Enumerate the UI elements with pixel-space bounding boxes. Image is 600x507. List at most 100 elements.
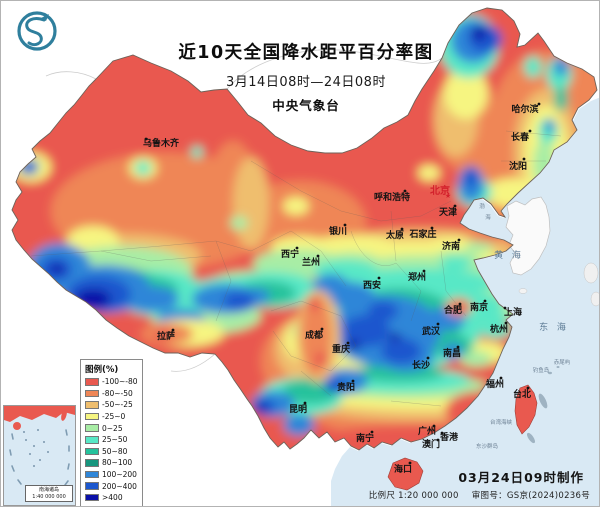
city-哈尔滨: 哈尔滨 — [511, 102, 541, 115]
sea-label: 黄 海 — [494, 249, 524, 261]
city-label: 杭州 — [490, 323, 508, 335]
city-dot — [499, 376, 503, 380]
footer: 03月24日09时制作 比例尺 1:20 000 000 审图号：GS京(202… — [359, 467, 590, 501]
legend-item: >400 — [85, 492, 140, 504]
legend-box: 图例(%) -100~-80 -80~-50 -50~-25 -25~0 0~25 25~… — [80, 359, 143, 506]
city-label: 郑州 — [408, 271, 426, 283]
small-map-label: 钓鱼岛 — [533, 366, 550, 374]
city-dot — [320, 327, 324, 331]
legend-item: 50~80 — [85, 446, 140, 458]
foreign-borders — [45, 49, 443, 372]
legend-item: 25~50 — [85, 434, 140, 446]
city-dot — [503, 306, 507, 310]
city-dot — [436, 322, 440, 326]
city-label: 台北 — [513, 388, 531, 400]
jeju-island — [518, 288, 528, 294]
city-武汉: 武汉 — [422, 322, 441, 337]
city-label: 乌鲁木齐 — [143, 137, 180, 149]
city-郑州: 郑州 — [408, 269, 426, 283]
japan-islands — [583, 262, 599, 307]
legend-item: 80~100 — [85, 457, 140, 469]
city-长春: 长春 — [511, 129, 532, 143]
city-label: 福州 — [485, 378, 504, 390]
city-台北: 台北 — [513, 386, 531, 400]
city-label: 天津 — [439, 206, 457, 218]
legend-swatch — [85, 378, 99, 386]
small-map-label: 台湾海峡 — [490, 418, 513, 426]
city-dot — [436, 438, 440, 442]
city-label: 银川 — [329, 225, 347, 237]
city-dot — [457, 238, 461, 242]
city-长沙: 长沙 — [412, 356, 430, 371]
inset-caption: 南海诸岛 1:40 000 000 — [25, 485, 73, 502]
city-dot — [346, 341, 350, 345]
dragon-logo — [14, 6, 61, 60]
city-拉萨: 拉萨 — [157, 328, 175, 342]
city-昆明: 昆明 — [289, 401, 307, 415]
city-label: 南昌 — [443, 347, 461, 359]
city-南京: 南京 — [470, 299, 488, 313]
city-杭州: 杭州 — [490, 321, 508, 335]
city-澳门: 澳门 — [422, 438, 440, 450]
city-dot — [422, 269, 426, 273]
city-银川: 银川 — [329, 223, 347, 237]
province-borders — [30, 130, 562, 407]
city-label: 昆明 — [289, 404, 307, 415]
city-太原: 太原 — [385, 227, 404, 241]
city-dot — [440, 431, 444, 435]
city-dot — [403, 189, 407, 193]
city-dot — [303, 401, 307, 405]
city-dot — [453, 204, 457, 208]
legend-items: -100~-80 -80~-50 -50~-25 -25~0 0~25 25~50 50~8… — [85, 376, 140, 504]
city-贵阳: 贵阳 — [337, 379, 355, 393]
legend-item: 200~400 — [85, 480, 140, 492]
city-label: 上海 — [504, 306, 522, 318]
city-香港: 香港 — [439, 431, 459, 443]
inset-map — [4, 406, 75, 498]
city-dot — [144, 137, 148, 141]
legend-swatch — [85, 389, 99, 398]
legend-title: 图例(%) — [85, 365, 119, 375]
legend-label: 200~400 — [102, 481, 137, 491]
city-dot — [408, 461, 412, 465]
city-label: 太原 — [385, 229, 404, 241]
city-label: 成都 — [305, 329, 323, 341]
city-label: 北京 — [430, 184, 450, 197]
legend-label: 25~50 — [102, 435, 128, 445]
city-label: 兰州 — [302, 256, 320, 268]
city-兰州: 兰州 — [302, 254, 320, 268]
city-label: 长春 — [511, 131, 530, 143]
city-dot — [528, 129, 532, 133]
city-石家庄: 石家庄 — [408, 226, 437, 240]
city-label: 哈尔滨 — [511, 103, 538, 115]
small-map-label: 渤 — [479, 202, 485, 210]
city-label: 南京 — [470, 301, 488, 313]
city-乌鲁木齐: 乌鲁木齐 — [143, 137, 180, 149]
city-dot — [537, 102, 541, 106]
city-label: 贵阳 — [337, 381, 355, 393]
legend-item: -25~0 — [85, 411, 140, 423]
city-dot — [351, 379, 355, 383]
city-dot — [483, 299, 487, 303]
review-number: 审图号：GS京(2024)0236号 — [471, 491, 590, 501]
city-dot — [370, 430, 374, 434]
city-dot — [456, 345, 460, 349]
city-dot — [430, 226, 434, 230]
legend-swatch — [85, 447, 99, 456]
sea-label: 东 海 — [539, 321, 569, 333]
inset-caption-scale: 1:40 000 000 — [32, 493, 66, 500]
city-呼和浩特: 呼和浩特 — [374, 189, 410, 203]
legend-item: -50~-25 — [85, 399, 140, 411]
made-timestamp: 03月24日09时制作 — [458, 470, 584, 485]
legend-label: 0~25 — [102, 423, 123, 433]
city-labels: 乌鲁木齐 哈尔滨长春沈阳 ★北京天津 呼和浩特石家庄太原济南 银川西宁兰州西安 郑州合肥南… — [143, 102, 541, 475]
legend-swatch — [85, 436, 99, 444]
city-dot — [526, 386, 530, 390]
city-上海: 上海 — [503, 306, 522, 318]
legend-label: 50~80 — [102, 446, 128, 456]
city-label: 海口 — [394, 463, 412, 475]
hainan-island — [387, 457, 424, 491]
legend-label: 100~200 — [102, 470, 137, 480]
legend-item: -80~-50 — [85, 388, 140, 400]
